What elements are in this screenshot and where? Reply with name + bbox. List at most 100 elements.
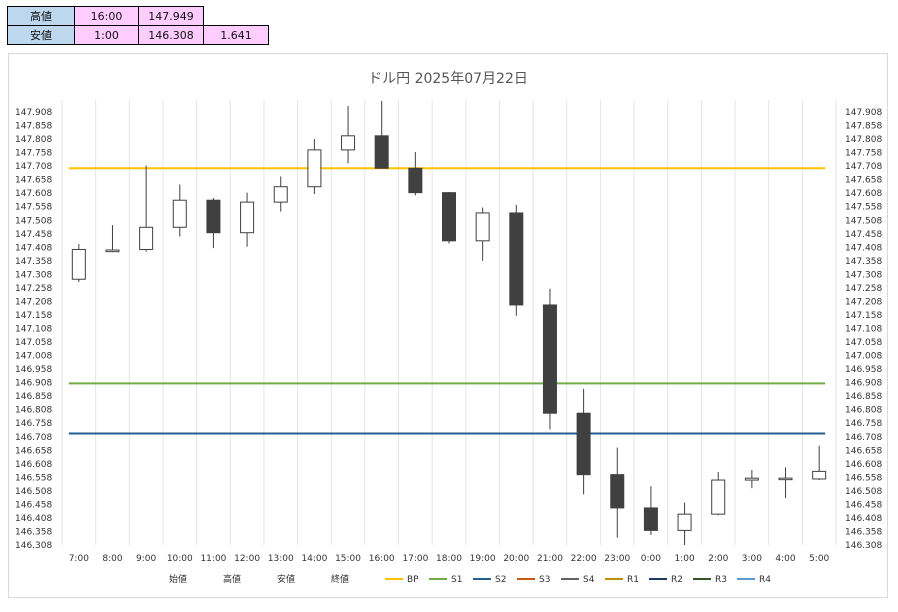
y-tick-label-left: 146.758 (15, 419, 52, 429)
candle-1:00 (677, 502, 692, 545)
candle-body (744, 477, 759, 481)
y-tick-label-left: 146.508 (15, 487, 52, 497)
y-tick-label-left: 147.208 (15, 297, 52, 307)
candle-body (643, 507, 658, 531)
legend-label: S3 (539, 575, 550, 585)
candle-16:00 (374, 100, 389, 169)
y-tick-label-left: 147.258 (15, 284, 52, 294)
candle-body (677, 513, 692, 531)
x-tick-label: 23:00 (604, 554, 630, 564)
y-tick-label-left: 147.158 (15, 311, 52, 321)
x-tick-label: 10:00 (167, 554, 193, 564)
y-tick-label-right: 146.808 (845, 406, 882, 416)
y-tick-label-left: 147.358 (15, 257, 52, 267)
y-axis-left: 147.908 147.858 147.808 147.758 147.708 147.6… (15, 108, 52, 551)
summary-row-high: 高値 16:00 147.949 (7, 6, 269, 26)
candle-body (711, 479, 726, 515)
candle-body (307, 149, 322, 188)
candle-17:00 (408, 152, 423, 196)
legend-item: S2 (473, 575, 506, 585)
y-tick-label-right: 146.308 (845, 541, 882, 551)
x-tick-label: 19:00 (470, 554, 496, 564)
summary-table: 高値 16:00 147.949 安値 1:00 146.308 1.641 (7, 6, 269, 45)
legend-item: R3 (693, 575, 727, 585)
candle-18:00 (442, 192, 456, 244)
y-tick-label-right: 146.858 (845, 392, 882, 402)
candle-7:00 (71, 244, 86, 282)
y-tick-label-left: 147.008 (15, 352, 52, 362)
low-label: 安値 (7, 25, 75, 45)
chart-area: ドル円 2025年07月22日 147.908 147.858 147.808 147… (8, 53, 888, 598)
y-tick-label-right: 147.008 (845, 352, 882, 362)
summary-row-low: 安値 1:00 146.308 1.641 (7, 25, 269, 45)
candle-body (408, 167, 423, 194)
candle-23:00 (610, 447, 625, 538)
legend-item: 始値 (169, 573, 187, 585)
y-tick-label-left: 147.108 (15, 325, 52, 335)
x-tick-label: 11:00 (200, 554, 226, 564)
candle-body (610, 474, 625, 509)
x-tick-label: 17:00 (402, 554, 428, 564)
y-tick-label-right: 146.358 (845, 527, 882, 537)
x-tick-label: 16:00 (369, 554, 395, 564)
legend-item: R1 (605, 575, 639, 585)
legend-label: 終値 (331, 573, 349, 585)
x-axis: 7:00 8:00 9:00 10:00 11:00 12:00 13:00 14:00 15:… (69, 554, 830, 564)
y-tick-label-left: 147.908 (15, 108, 52, 118)
legend-label: BP (407, 575, 419, 585)
candle-body (475, 212, 490, 242)
y-tick-label-right: 146.758 (845, 419, 882, 429)
chart-title: ドル円 2025年07月22日 (368, 71, 528, 87)
y-tick-label-right: 147.658 (845, 176, 882, 186)
level-lines (68, 167, 826, 435)
y-tick-label-right: 147.808 (845, 135, 882, 145)
x-tick-label: 5:00 (809, 554, 829, 564)
y-tick-label-right: 147.708 (845, 162, 882, 172)
low-value: 146.308 (138, 25, 204, 45)
x-tick-label: 14:00 (301, 554, 327, 564)
y-tick-label-left: 147.808 (15, 135, 52, 145)
y-tick-label-left: 147.458 (15, 230, 52, 240)
candle-body (273, 186, 288, 203)
y-tick-label-left: 146.908 (15, 379, 52, 389)
candle-12:00 (240, 192, 255, 247)
y-tick-label-left: 146.558 (15, 473, 52, 483)
candle-3:00 (744, 470, 759, 489)
y-tick-label-left: 147.408 (15, 243, 52, 253)
y-tick-label-right: 147.058 (845, 338, 882, 348)
y-tick-label-left: 146.808 (15, 406, 52, 416)
candle-body (542, 304, 557, 414)
candle-14:00 (307, 139, 322, 194)
low-time: 1:00 (74, 25, 139, 45)
y-tick-label-left: 147.558 (15, 203, 52, 213)
y-tick-label-right: 146.908 (845, 379, 882, 389)
candle-8:00 (105, 225, 120, 253)
y-tick-label-left: 147.708 (15, 162, 52, 172)
legend-item: R2 (649, 575, 683, 585)
y-tick-label-right: 147.158 (845, 311, 882, 321)
y-tick-label-right: 147.458 (845, 230, 882, 240)
grid-lines (61, 100, 837, 545)
legend-label: S4 (583, 575, 595, 585)
y-tick-label-left: 147.058 (15, 338, 52, 348)
y-tick-label-left: 146.958 (15, 365, 52, 375)
x-tick-label: 12:00 (234, 554, 260, 564)
y-tick-label-right: 147.358 (845, 257, 882, 267)
y-tick-label-right: 146.458 (845, 500, 882, 510)
candle-body (105, 249, 120, 253)
y-tick-label-right: 147.608 (845, 189, 882, 199)
x-tick-label: 1:00 (674, 554, 694, 564)
candle-2:00 (711, 471, 726, 516)
legend-label: R2 (671, 575, 683, 585)
legend-item: S3 (517, 575, 550, 585)
candle-body (442, 192, 456, 242)
x-tick-label: 4:00 (775, 554, 795, 564)
candle-body (812, 470, 827, 480)
high-label: 高値 (7, 6, 75, 26)
candle-9:00 (139, 165, 154, 252)
y-axis-right: 147.908 147.858 147.808 147.758 147.708 147.6… (845, 108, 882, 551)
y-tick-label-right: 146.408 (845, 514, 882, 524)
candle-body (71, 248, 86, 280)
candle-body (240, 201, 255, 234)
x-tick-label: 9:00 (136, 554, 156, 564)
